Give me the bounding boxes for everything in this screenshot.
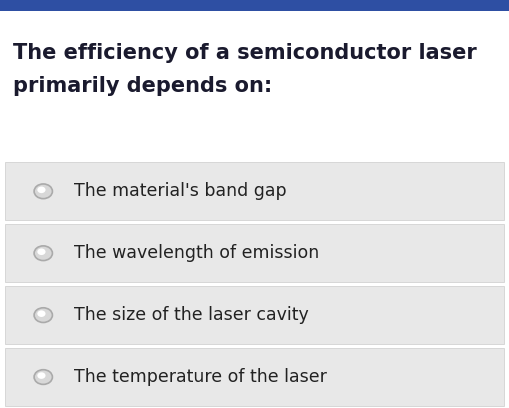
Circle shape	[34, 184, 52, 199]
Text: The wavelength of emission: The wavelength of emission	[74, 244, 319, 262]
Text: primarily depends on:: primarily depends on:	[13, 76, 272, 96]
Text: The temperature of the laser: The temperature of the laser	[74, 368, 327, 386]
FancyBboxPatch shape	[5, 224, 504, 282]
Circle shape	[37, 248, 46, 255]
FancyBboxPatch shape	[0, 0, 509, 11]
Circle shape	[34, 370, 52, 384]
Text: The efficiency of a semiconductor laser: The efficiency of a semiconductor laser	[13, 43, 476, 63]
FancyBboxPatch shape	[5, 162, 504, 220]
Circle shape	[34, 308, 52, 322]
Circle shape	[37, 310, 46, 317]
FancyBboxPatch shape	[5, 286, 504, 344]
FancyBboxPatch shape	[5, 348, 504, 406]
Circle shape	[37, 372, 46, 379]
Circle shape	[37, 186, 46, 193]
Circle shape	[34, 246, 52, 261]
Text: The size of the laser cavity: The size of the laser cavity	[74, 306, 308, 324]
Text: The material's band gap: The material's band gap	[74, 182, 287, 200]
FancyBboxPatch shape	[0, 11, 509, 160]
